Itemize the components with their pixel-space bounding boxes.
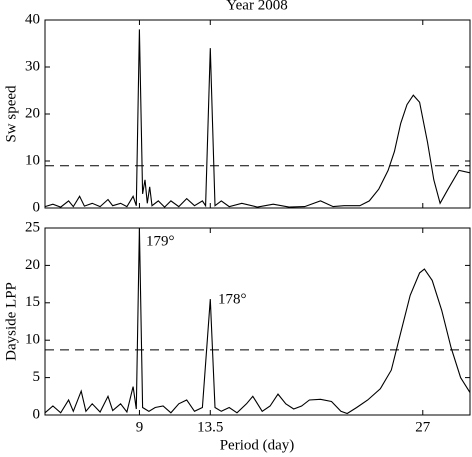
y-tick-label: 20 (25, 105, 40, 121)
y-axis-label: Sw speed (3, 85, 19, 143)
x-tick-label: 27 (415, 419, 431, 435)
x-axis-label: Period (day) (220, 437, 295, 453)
chart-title: Year 2008 (226, 0, 287, 13)
y-axis-label: Dayside LPP (3, 282, 19, 361)
annotation: 178° (218, 291, 247, 307)
plot-frame (44, 227, 471, 416)
y-tick-label: 10 (25, 152, 40, 168)
data-line (44, 29, 471, 208)
y-tick-label: 0 (33, 406, 41, 422)
y-tick-label: 40 (25, 11, 40, 27)
y-tick-label: 5 (33, 369, 41, 385)
x-tick-label: 9 (136, 419, 144, 435)
y-tick-label: 25 (25, 219, 40, 235)
data-line (44, 227, 471, 415)
annotation: 179° (146, 233, 175, 249)
y-tick-label: 20 (25, 257, 40, 273)
y-tick-label: 10 (25, 332, 40, 348)
x-tick-label: 13.5 (197, 419, 223, 435)
y-tick-label: 0 (33, 199, 41, 215)
y-tick-label: 30 (25, 58, 40, 74)
y-tick-label: 15 (25, 294, 40, 310)
plot-frame (44, 19, 471, 209)
